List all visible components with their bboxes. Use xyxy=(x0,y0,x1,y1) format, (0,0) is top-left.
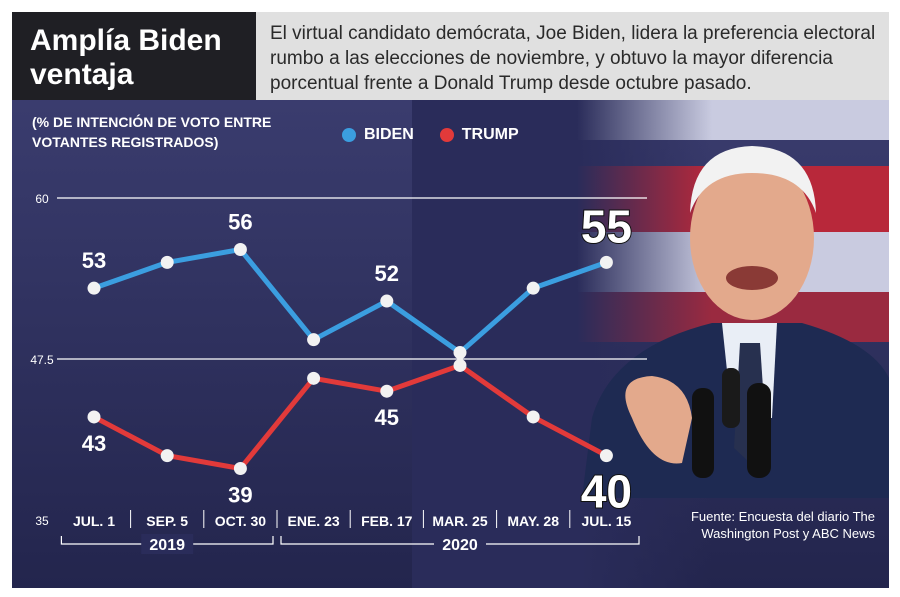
y-axis-label: (% DE INTENCIÓN DE VOTO ENTRE VOTANTES R… xyxy=(32,114,272,150)
data-label: 43 xyxy=(82,431,106,456)
infographic: Amplía Biden ventaja El virtual candidat… xyxy=(12,12,889,588)
legend-marker-biden xyxy=(342,128,356,142)
data-label: 40 xyxy=(581,466,632,518)
data-point xyxy=(453,346,467,360)
x-tick-label: MAR. 25 xyxy=(432,513,487,529)
legend-label-biden: BIDEN xyxy=(364,126,414,143)
data-point xyxy=(526,410,540,424)
data-label: 52 xyxy=(375,261,399,286)
data-point xyxy=(87,410,101,424)
line-chart: 60 47.5 35 JUL. 1 SEP. 5 OCT. 30 ENE. 23 FEB. 1… xyxy=(30,192,647,554)
data-label: 55 xyxy=(581,200,632,252)
candidate-portrait xyxy=(582,146,889,498)
data-point xyxy=(160,449,174,463)
x-tick-label: SEP. 5 xyxy=(146,513,188,529)
chart-title: Amplía Biden ventaja xyxy=(30,24,222,91)
data-point xyxy=(599,449,613,463)
legend-item-biden: BIDEN xyxy=(342,126,414,144)
subtitle-box: El virtual candidato demócrata, Joe Bide… xyxy=(256,12,889,100)
year-label-bg xyxy=(434,534,486,554)
y-tick-label: 60 xyxy=(35,192,49,206)
source-note: Fuente: Encuesta del diario The Washingt… xyxy=(690,509,875,541)
data-point xyxy=(453,358,467,372)
data-label: 39 xyxy=(228,482,252,507)
legend-marker-trump xyxy=(439,128,454,142)
data-point xyxy=(87,281,101,295)
data-point xyxy=(233,461,247,475)
series-line-trump xyxy=(92,362,608,471)
chart-subtitle: El virtual candidato demócrata, Joe Bide… xyxy=(270,23,876,94)
legend: BIDEN TRUMP xyxy=(342,126,545,144)
x-tick-label: ENE. 23 xyxy=(288,513,340,529)
x-tick-label: JUL. 1 xyxy=(73,513,115,529)
data-point xyxy=(160,255,174,269)
series-line-biden xyxy=(93,247,608,356)
x-tick-label: OCT. 30 xyxy=(215,513,267,529)
year-label-bg xyxy=(141,534,194,554)
data-label: 45 xyxy=(375,405,399,430)
data-point xyxy=(307,371,321,385)
data-label: 56 xyxy=(228,210,252,235)
title-box: Amplía Biden ventaja xyxy=(12,12,256,100)
data-label: 53 xyxy=(82,248,106,273)
data-point xyxy=(380,384,394,398)
legend-label-trump: TRUMP xyxy=(461,126,519,143)
data-point xyxy=(380,294,394,308)
data-point xyxy=(599,255,613,269)
x-tick-label: MAY. 28 xyxy=(507,513,559,529)
y-tick-label: 47.5 xyxy=(30,353,54,367)
x-tick-label: JUL. 15 xyxy=(581,513,631,529)
legend-item-trump: TRUMP xyxy=(439,126,519,144)
data-point xyxy=(526,281,540,295)
x-tick-label: FEB. 17 xyxy=(361,513,413,529)
year-label: 2020 xyxy=(442,537,478,554)
plot-area: (% DE INTENCIÓN DE VOTO ENTRE VOTANTES R… xyxy=(12,100,889,588)
y-tick-label: 35 xyxy=(35,514,49,528)
data-point xyxy=(233,243,247,257)
data-point xyxy=(307,333,321,347)
year-label: 2019 xyxy=(149,537,185,554)
